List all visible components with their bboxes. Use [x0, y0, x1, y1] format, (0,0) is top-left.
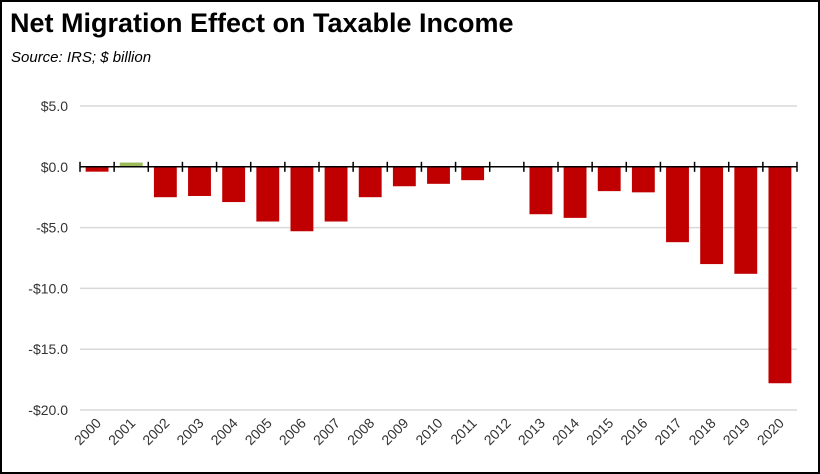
bar-2006	[290, 166, 314, 232]
x-tick-label: 2012	[481, 415, 514, 448]
bar-2011	[461, 166, 485, 181]
bar-2016	[631, 166, 655, 193]
bar-2002	[153, 166, 177, 198]
bar-2003	[188, 166, 211, 196]
x-tick-label: 2000	[71, 415, 104, 448]
bar-2007	[324, 166, 348, 222]
x-tick-label: 2016	[617, 415, 650, 448]
bar-2013	[529, 166, 553, 215]
bar-2018	[700, 166, 724, 265]
bar-2020	[768, 166, 792, 384]
x-tick-label: 2005	[242, 415, 275, 448]
y-tick-label: -$5.0	[36, 220, 68, 236]
x-tick-label: 2007	[310, 415, 343, 448]
chart-subtitle: Source: IRS; $ billion	[11, 49, 152, 66]
bar-2014	[563, 166, 587, 218]
bar-2000	[85, 166, 109, 172]
x-tick-label: 2001	[105, 415, 138, 448]
x-tick-label: 2008	[344, 415, 377, 448]
x-tick-label: 2015	[583, 415, 616, 448]
x-tick-label: 2006	[276, 415, 309, 448]
y-tick-label: $0.0	[41, 159, 68, 175]
y-tick-label: -$15.0	[28, 341, 68, 357]
x-tick-label: 2002	[139, 415, 172, 448]
x-tick-label: 2009	[378, 415, 411, 448]
bar-2015	[597, 166, 621, 192]
bar-2019	[734, 166, 758, 274]
x-tick-label: 2003	[173, 415, 206, 448]
x-tick-label: 2020	[754, 415, 787, 448]
y-tick-label: $5.0	[41, 98, 68, 114]
x-tick-label: 2014	[549, 415, 582, 448]
x-tick-label: 2017	[651, 415, 684, 448]
x-tick-label: 2010	[412, 415, 445, 448]
y-tick-label: -$10.0	[28, 280, 68, 296]
bar-2005	[256, 166, 280, 222]
bar-2008	[358, 166, 382, 198]
x-tick-label: 2004	[207, 415, 240, 448]
x-tick-label: 2013	[515, 415, 548, 448]
bar-2004	[222, 166, 246, 203]
bar-2017	[666, 166, 689, 243]
x-tick-label: 2019	[720, 415, 753, 448]
y-tick-label: -$20.0	[28, 402, 68, 418]
bar-2010	[427, 166, 450, 184]
bar-2001	[119, 162, 143, 167]
bar-2009	[392, 166, 416, 187]
x-tick-label: 2018	[685, 415, 718, 448]
x-tick-label: 2011	[447, 415, 480, 448]
chart-title: Net Migration Effect on Taxable Income	[10, 8, 514, 38]
